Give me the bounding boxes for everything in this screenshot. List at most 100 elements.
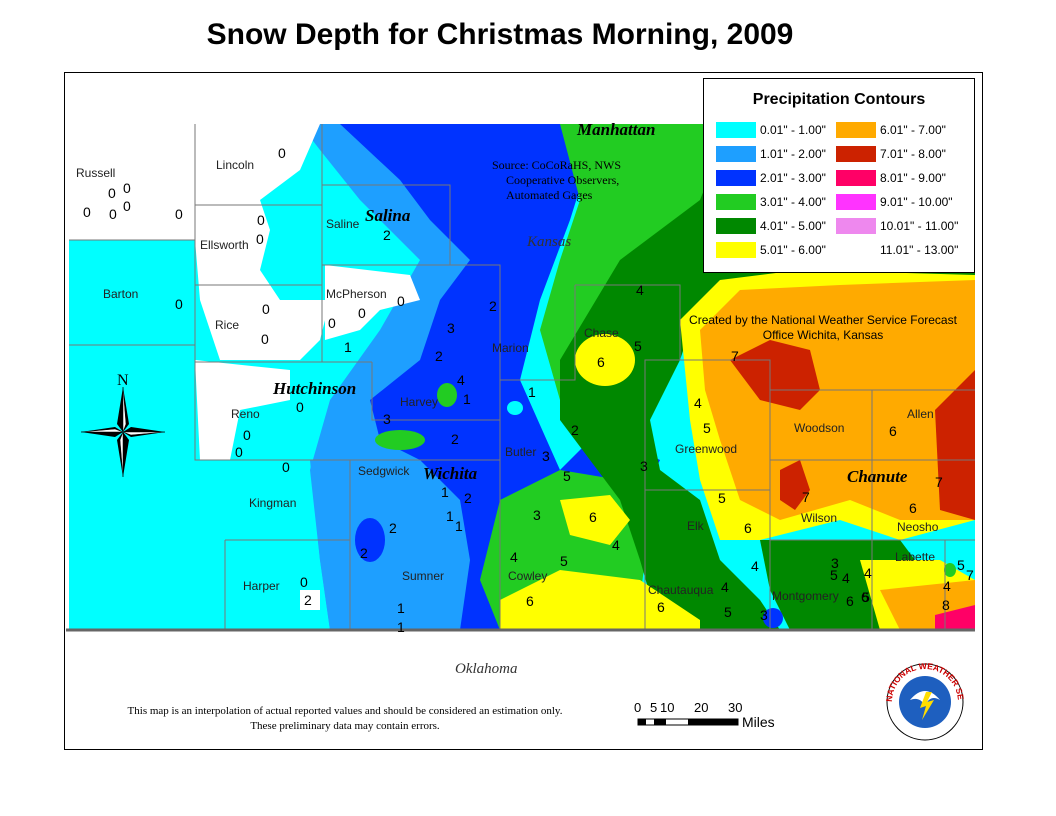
map-title: Snow Depth for Christmas Morning, 2009 (206, 18, 794, 51)
obs-value: 8 (942, 597, 950, 613)
obs-value: 0 (397, 293, 405, 309)
obs-value: 0 (328, 315, 336, 331)
obs-value: 5 (563, 468, 571, 484)
county-label: Cowley (508, 569, 547, 583)
disclaimer: This map is an interpolation of actual r… (75, 704, 615, 734)
blob-butler (507, 401, 523, 415)
legend-item: 2.01" - 3.00" (716, 169, 826, 187)
obs-value: 4 (751, 558, 759, 574)
obs-value: 6 (889, 423, 897, 439)
disclaimer-line: This map is an interpolation of actual r… (127, 705, 563, 717)
legend-item: 10.01" - 11.00" (836, 217, 958, 235)
obs-value: 0 (108, 185, 116, 201)
city-chanute: Chanute (847, 467, 908, 486)
line-9 (371, 362, 501, 421)
county-label: Harvey (400, 395, 438, 409)
obs-value: 4 (457, 372, 465, 388)
north-arrow-left-light (80, 428, 124, 433)
county-label: Ellsworth (200, 238, 249, 252)
obs-value: 0 (256, 231, 264, 247)
obs-value: 2 (360, 545, 368, 561)
county-label: Rice (215, 318, 239, 332)
scale-tick: 10 (660, 700, 674, 715)
county-label: Sumner (402, 569, 444, 583)
legend-label: 1.01" - 2.00" (760, 147, 826, 161)
north-arrow-right-light (122, 431, 166, 436)
obs-value: 3 (383, 411, 391, 427)
legend-swatch (716, 242, 756, 258)
fill-7-8-woodson (730, 340, 820, 410)
obs-value: 2 (383, 227, 391, 243)
county-lines (69, 124, 975, 630)
city-wichita: Wichita (423, 464, 478, 483)
blob-sumner (355, 518, 385, 562)
obs-value: 6 (846, 593, 854, 609)
obs-value: 3 (533, 507, 541, 523)
source-line: Source: CoCoRaHS, NWS (492, 158, 621, 172)
obs-value: 6 (526, 593, 534, 609)
legend-swatch (836, 218, 876, 234)
obs-value: 7 (966, 567, 974, 583)
obs-value: 0 (278, 145, 286, 161)
line-1 (194, 124, 200, 461)
county-label: Sedgwick (358, 464, 410, 478)
legend-label: 9.01" - 10.00" (880, 195, 953, 209)
obs-value: 7 (731, 348, 739, 364)
legend-label: 3.01" - 4.00" (760, 195, 826, 209)
legend-swatch (716, 146, 756, 162)
obs-value: 4 (721, 579, 729, 595)
north-arrow-down-light (119, 431, 124, 478)
obs-value: 5 (957, 557, 965, 573)
obs-value: 1 (455, 518, 463, 534)
fill-zero-mcpherson (325, 265, 420, 340)
county-labels: Russell Lincoln Ellsworth Saline Barton … (76, 158, 939, 603)
obs-value: 2 (451, 431, 459, 447)
county-label: Saline (326, 217, 360, 231)
legend-item: 1.01" - 2.00" (716, 145, 826, 163)
county-label: Neosho (897, 520, 939, 534)
disclaimer-line: These preliminary data may contain error… (250, 720, 440, 732)
obs-value: 6 (657, 599, 665, 615)
obs-value: 1 (344, 339, 352, 355)
north-arrow: N (80, 372, 166, 478)
obs-value: 0 (257, 212, 265, 228)
obs-value: 7 (802, 489, 810, 505)
obs-value: 4 (636, 282, 644, 298)
obs-value: 5 (634, 338, 642, 354)
obs-value: 5 (724, 604, 732, 620)
fill-zero-central (195, 124, 330, 360)
legend-swatch (716, 170, 756, 186)
nws-logo-bolt (920, 692, 934, 720)
scale-seg (654, 719, 666, 725)
obs-value: 0 (109, 206, 117, 222)
fill-5-6-south (500, 570, 700, 630)
obs-value: 0 (282, 459, 290, 475)
legend-swatch (836, 122, 876, 138)
legend-label: 4.01" - 5.00" (760, 219, 826, 233)
obs-value: 3 (640, 458, 648, 474)
obs-value: 0 (300, 574, 308, 590)
fill-7-8-allen (935, 370, 975, 520)
north-label: N (117, 372, 129, 389)
obs-value: 5 (703, 420, 711, 436)
legend-label: 2.01" - 3.00" (760, 171, 826, 185)
county-label: Harper (243, 579, 280, 593)
fill-5-6-cowley (560, 495, 630, 545)
legend: Precipitation Contours 0.01" - 1.00" 1.01… (703, 78, 975, 273)
source-line: Cooperative Observers, (506, 173, 620, 187)
obs-value: 1 (528, 384, 536, 400)
county-label: Woodson (794, 421, 844, 435)
legend-item: 6.01" - 7.00" (836, 121, 946, 139)
scale-tick: 5 (650, 700, 657, 715)
county-label: Wilson (801, 511, 837, 525)
line-18 (680, 359, 771, 490)
obs-value: 1 (441, 484, 449, 500)
nws-logo: NATIONAL WEATHER SERVICE (880, 662, 966, 741)
county-label: Montgomery (772, 589, 839, 603)
legend-swatch (716, 122, 756, 138)
legend-label: 11.01" - 13.00" (880, 243, 959, 257)
scale-tick: 30 (728, 700, 742, 715)
obs-value: 1 (397, 600, 405, 616)
city-salina: Salina (365, 206, 411, 225)
obs-value: 4 (510, 549, 518, 565)
